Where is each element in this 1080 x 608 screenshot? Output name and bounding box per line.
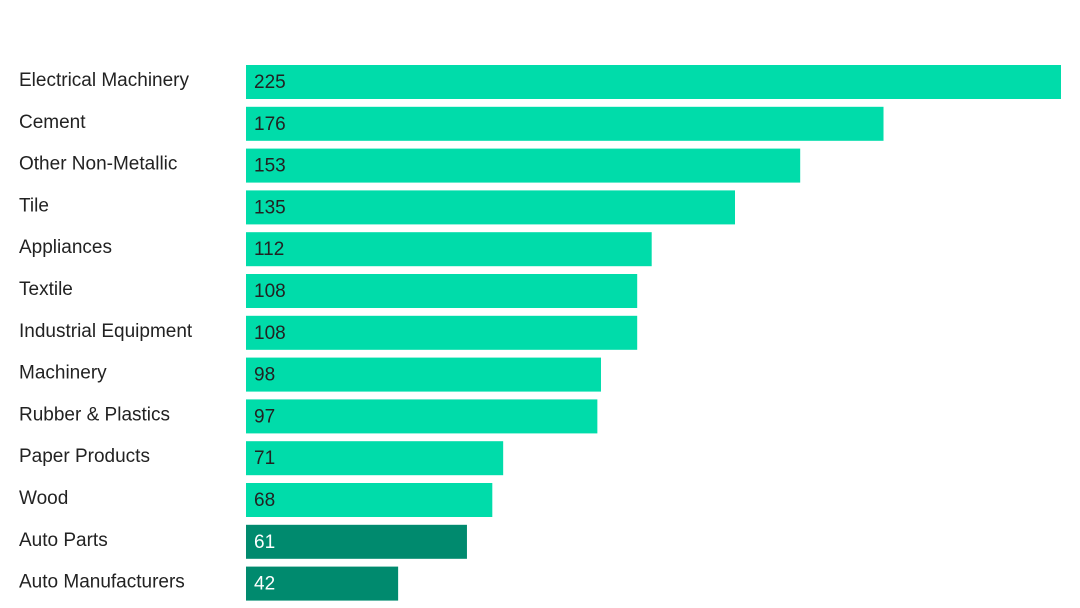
category-label: Wood [19,488,68,509]
value-label: 97 [254,406,275,427]
category-label: Cement [19,112,86,133]
bar [246,315,638,350]
category-label: Electrical Machinery [19,70,189,91]
category-label: Machinery [19,363,107,384]
value-label: 108 [254,323,286,344]
value-label: 61 [254,532,275,553]
bar [246,148,801,183]
category-label: Auto Parts [19,530,108,551]
bar [246,483,493,517]
bar [246,524,467,559]
bar [246,441,504,476]
bar [246,65,1061,99]
category-label: Textile [19,279,73,300]
value-label: 108 [254,281,286,302]
bar [246,190,735,225]
value-label: 225 [254,72,286,93]
bar [246,399,598,434]
category-label: Other Non-Metallic [19,154,177,175]
value-label: 68 [254,490,275,511]
category-label: Paper Products [19,446,150,467]
category-label: Rubber & Plastics [19,404,170,425]
bar [246,106,884,141]
category-label: Appliances [19,237,112,258]
bar [246,566,399,601]
value-label: 112 [254,239,284,260]
value-label: 153 [254,156,286,177]
category-label: Industrial Equipment [19,321,193,342]
value-label: 176 [254,114,286,135]
value-label: 71 [254,448,275,469]
bar [246,274,638,308]
bar [246,232,652,267]
bar [246,357,601,392]
value-label: 135 [254,197,286,218]
category-label: Auto Manufacturers [19,572,185,593]
value-label: 42 [254,574,275,595]
category-label: Tile [19,195,49,216]
value-label: 98 [254,365,275,386]
